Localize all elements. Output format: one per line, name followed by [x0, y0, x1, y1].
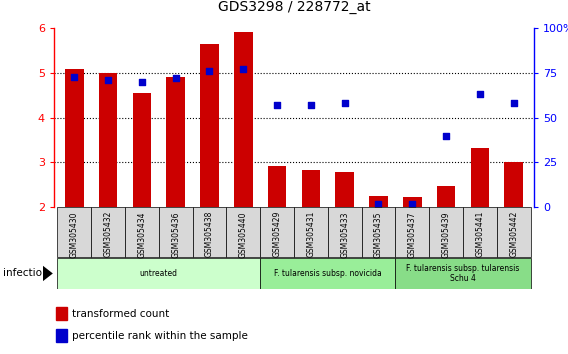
- Bar: [302, 170, 320, 207]
- FancyBboxPatch shape: [497, 207, 531, 257]
- Point: [273, 102, 282, 108]
- Point: [70, 74, 79, 79]
- Text: GSM305441: GSM305441: [475, 211, 485, 257]
- Text: GSM305438: GSM305438: [205, 211, 214, 257]
- FancyBboxPatch shape: [158, 207, 193, 257]
- FancyBboxPatch shape: [395, 207, 429, 257]
- Bar: [470, 148, 489, 207]
- FancyBboxPatch shape: [57, 258, 260, 289]
- Point: [340, 101, 349, 106]
- Bar: [132, 93, 151, 207]
- Point: [306, 102, 315, 108]
- Point: [205, 68, 214, 74]
- FancyBboxPatch shape: [193, 207, 226, 257]
- Text: percentile rank within the sample: percentile rank within the sample: [72, 331, 248, 341]
- Point: [137, 79, 147, 85]
- Bar: [99, 73, 118, 207]
- FancyBboxPatch shape: [429, 207, 463, 257]
- Text: GSM305431: GSM305431: [306, 211, 315, 257]
- Bar: [65, 69, 83, 207]
- Bar: [268, 166, 286, 207]
- Bar: [403, 197, 421, 207]
- Bar: [200, 44, 219, 207]
- Bar: [437, 186, 456, 207]
- Text: GSM305437: GSM305437: [408, 211, 417, 258]
- Text: infection: infection: [3, 268, 48, 279]
- FancyBboxPatch shape: [294, 207, 328, 257]
- Point: [408, 201, 417, 206]
- Text: GDS3298 / 228772_at: GDS3298 / 228772_at: [218, 0, 370, 14]
- Bar: [335, 172, 354, 207]
- Polygon shape: [43, 266, 53, 281]
- Text: GSM305434: GSM305434: [137, 211, 147, 258]
- FancyBboxPatch shape: [463, 207, 497, 257]
- FancyBboxPatch shape: [91, 207, 125, 257]
- FancyBboxPatch shape: [260, 258, 395, 289]
- Point: [475, 92, 485, 97]
- Point: [374, 201, 383, 206]
- Point: [509, 101, 518, 106]
- Bar: [234, 32, 253, 207]
- Point: [441, 133, 450, 138]
- Point: [239, 67, 248, 72]
- Point: [103, 77, 112, 83]
- FancyBboxPatch shape: [57, 207, 91, 257]
- Bar: [56, 330, 67, 342]
- Bar: [56, 307, 67, 320]
- Text: F. tularensis subsp. tularensis
Schu 4: F. tularensis subsp. tularensis Schu 4: [406, 264, 520, 283]
- FancyBboxPatch shape: [260, 207, 294, 257]
- Text: GSM305436: GSM305436: [171, 211, 180, 258]
- Text: GSM305433: GSM305433: [340, 211, 349, 258]
- FancyBboxPatch shape: [395, 258, 531, 289]
- Text: GSM305432: GSM305432: [103, 211, 112, 257]
- Bar: [369, 196, 388, 207]
- Text: GSM305439: GSM305439: [441, 211, 450, 258]
- Text: F. tularensis subsp. novicida: F. tularensis subsp. novicida: [274, 269, 382, 278]
- Text: GSM305440: GSM305440: [239, 211, 248, 258]
- Text: GSM305442: GSM305442: [509, 211, 518, 257]
- Text: untreated: untreated: [140, 269, 178, 278]
- FancyBboxPatch shape: [362, 207, 395, 257]
- Text: GSM305435: GSM305435: [374, 211, 383, 258]
- Bar: [166, 78, 185, 207]
- Text: transformed count: transformed count: [72, 309, 169, 319]
- FancyBboxPatch shape: [125, 207, 158, 257]
- Text: GSM305429: GSM305429: [273, 211, 282, 257]
- Bar: [504, 162, 523, 207]
- FancyBboxPatch shape: [226, 207, 260, 257]
- FancyBboxPatch shape: [328, 207, 362, 257]
- Text: GSM305430: GSM305430: [70, 211, 79, 258]
- Point: [171, 75, 180, 81]
